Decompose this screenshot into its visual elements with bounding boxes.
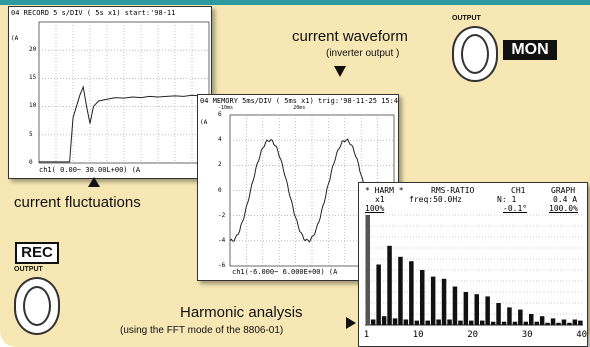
record-plot (38, 21, 210, 164)
harmonic-bar (523, 321, 529, 325)
harm-phase: -0.1° (503, 204, 528, 213)
harmonic-bar (436, 319, 441, 325)
harmonic-bar (463, 292, 469, 325)
fft-note-label: (using the FFT mode of the 8806-01) (120, 325, 284, 336)
current-fluctuations-label: current fluctuations (14, 194, 141, 211)
record-screen: 04 RECORD 5 s/DIV ( 5s x1) start:'98-11 … (8, 6, 212, 179)
harmonic-bar (480, 320, 485, 325)
y-tick-label: 20 (29, 46, 37, 53)
harmonic-bar (458, 320, 463, 325)
top-accent-bar (0, 0, 590, 5)
y-tick-label: 0 (218, 186, 222, 194)
y-tick-label: 4 (218, 136, 222, 144)
record-header: 04 RECORD 5 s/DIV ( 5s x1) start:'98-11 (11, 9, 176, 17)
memory-footer: ch1(-6.000~ 6.000E+00) (A (232, 268, 338, 276)
harmonic-bar (387, 245, 392, 325)
current-trace (39, 85, 210, 163)
harmonic-bar (420, 270, 425, 325)
inverter-output-label: (inverter output ) (326, 48, 400, 59)
harmonic-bar (529, 314, 534, 325)
harmonic-bar (507, 307, 512, 325)
y-tick-label: -4 (218, 236, 226, 244)
harm-val: 0.4 A (553, 195, 578, 204)
record-ymark: (A (11, 35, 19, 42)
harmonic-bar (556, 322, 561, 325)
harmonic-bar (572, 319, 578, 325)
y-tick-label: 5 (29, 130, 33, 138)
harm-row2-left: x1 (375, 195, 385, 204)
x-tick-label: 30 (521, 330, 533, 340)
harmonic-bar (370, 319, 376, 325)
harmonic-bar (469, 320, 474, 325)
harmonic-bar (403, 319, 409, 325)
y-tick-label: 0 (29, 158, 33, 166)
harm-header-ch: CH1 (511, 186, 526, 195)
harmonic-bar (518, 309, 523, 325)
rec-button[interactable]: REC (15, 242, 59, 264)
harm-header-left: * HARM * (365, 186, 404, 195)
x-tick-label: 20 (467, 330, 479, 340)
output-label-top: OUTPUT (452, 15, 481, 22)
harm-header-mode: GRAPH (551, 186, 576, 195)
y-tick-label: -2 (218, 211, 226, 219)
harmonic-bar (376, 264, 381, 325)
y-tick-label: 10 (29, 102, 37, 110)
output-knob-bottom-inner[interactable] (23, 286, 51, 326)
harmonic-bar (381, 316, 387, 325)
harmonic-bar (452, 286, 458, 325)
harmonic-bar (567, 322, 572, 325)
harmonic-bar (392, 318, 398, 325)
harmonic-bar (414, 320, 420, 325)
output-knob-top-inner[interactable] (461, 34, 489, 74)
harmonic-bar (496, 303, 501, 325)
memory-ymark: (A (200, 119, 208, 126)
harmonic-bar (474, 294, 479, 325)
harmonic-bar (409, 261, 414, 325)
memory-subheader: -10ms 20ms (218, 105, 306, 111)
harmonic-bar (485, 296, 490, 325)
harmonic-bar (447, 319, 452, 325)
harmonic-bar (534, 321, 539, 325)
y-tick-label: 2 (218, 161, 222, 169)
memory-header: 04 MEMORY 5ms/DIV ( 5ms x1) trig:'98-11-… (200, 97, 399, 105)
x-tick-label: 40 (576, 330, 588, 340)
harmonic-bar (398, 256, 403, 325)
x-tick-label: 10 (412, 330, 424, 340)
harmonic-bar (430, 276, 436, 325)
harmonic-bar (425, 320, 430, 325)
harmonic-bar (578, 320, 583, 325)
harmonic-bar (501, 321, 507, 325)
record-footer: ch1( 0.00~ 30.00L+00) (A (39, 166, 141, 174)
harmonic-bar (490, 321, 496, 325)
harm-header-mid: RMS-RATIO (431, 186, 475, 195)
harmonic-bar (550, 318, 556, 325)
harmonic-bar (441, 278, 447, 325)
harmonic-bar (545, 322, 550, 325)
harmonic-bar (539, 316, 545, 325)
harmonic-screen: * HARM * RMS-RATIO CH1 GRAPH x1 freq:50.… (358, 182, 588, 347)
harm-n: N: 1 (497, 195, 517, 204)
harmonic-bar-chart (365, 214, 583, 326)
x-tick-label: 1 (363, 330, 370, 340)
harmonic-analysis-label: Harmonic analysis (180, 304, 303, 321)
harmonic-bar (561, 319, 567, 325)
current-waveform-label: current waveform (292, 28, 408, 45)
output-label-bottom: OUTPUT (14, 266, 43, 273)
harm-pct: 100.0% (549, 204, 578, 213)
harmonic-bar (512, 321, 518, 325)
y-tick-label: 6 (218, 111, 222, 118)
harmonic-bar (365, 215, 370, 325)
y-tick-label: 15 (29, 74, 37, 82)
y-tick-label: -6 (218, 262, 226, 269)
mon-button[interactable]: MON (503, 40, 557, 60)
harm-freq: freq:50.0Hz (409, 195, 462, 204)
harm-row3-left: 100% (365, 204, 385, 213)
